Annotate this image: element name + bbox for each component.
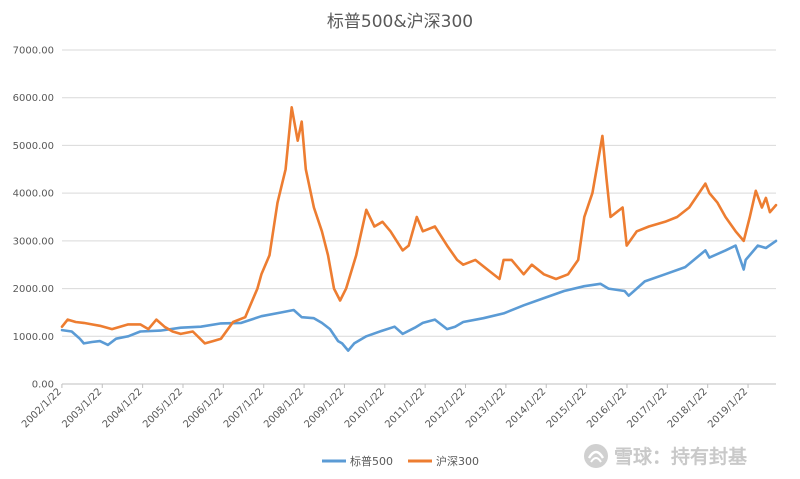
x-tick-label: 2019/1/22 [706, 386, 750, 430]
snowball-logo-icon [584, 444, 608, 468]
chart-title: 标普500&沪深300 [327, 12, 473, 32]
y-axis-ticks: 0.00 1000.00 2000.00 3000.00 4000.00 5000.00 6… [13, 46, 54, 391]
y-tick-label: 7000.00 [13, 46, 54, 57]
x-tick-label: 2008/1/22 [262, 386, 306, 430]
x-tick-label: 2010/1/22 [343, 386, 387, 430]
x-tick-label: 2017/1/22 [625, 386, 669, 430]
grid-lines [62, 49, 776, 385]
x-axis-ticks: 2002/1/222003/1/222004/1/222005/1/222006… [20, 384, 750, 430]
watermark: 雪球：持有封基 [584, 444, 748, 468]
x-tick-label: 2014/1/22 [504, 386, 548, 430]
y-tick-label: 1000.00 [13, 332, 54, 343]
y-tick-label: 5000.00 [13, 141, 54, 152]
x-tick-label: 2007/1/22 [222, 386, 266, 430]
watermark-text: 雪球：持有封基 [614, 445, 748, 468]
x-tick-label: 2005/1/22 [141, 386, 185, 430]
x-tick-label: 2016/1/22 [585, 386, 629, 430]
series-lines [60, 106, 778, 352]
x-tick-label: 2015/1/22 [545, 386, 589, 430]
x-tick-label: 2018/1/22 [666, 386, 710, 430]
x-tick-label: 2004/1/22 [101, 386, 145, 430]
y-tick-label: 3000.00 [13, 236, 54, 247]
x-tick-label: 2003/1/22 [60, 386, 104, 430]
x-tick-label: 2013/1/22 [464, 386, 508, 430]
x-tick-label: 2009/1/22 [303, 386, 347, 430]
y-tick-label: 6000.00 [13, 93, 54, 104]
legend-label-csi300: 沪深300 [436, 454, 479, 468]
x-tick-label: 2011/1/22 [383, 386, 427, 430]
x-tick-label: 2002/1/22 [20, 386, 64, 430]
series-line-0 [60, 239, 778, 352]
x-tick-label: 2006/1/22 [181, 386, 225, 430]
series-line-1 [60, 106, 778, 345]
y-tick-label: 4000.00 [13, 189, 54, 200]
y-tick-label: 2000.00 [13, 284, 54, 295]
legend: 标普500 沪深300 [322, 454, 479, 468]
legend-label-sp500: 标普500 [350, 454, 393, 468]
y-tick-label: 0.00 [32, 380, 54, 391]
x-tick-label: 2012/1/22 [424, 386, 468, 430]
